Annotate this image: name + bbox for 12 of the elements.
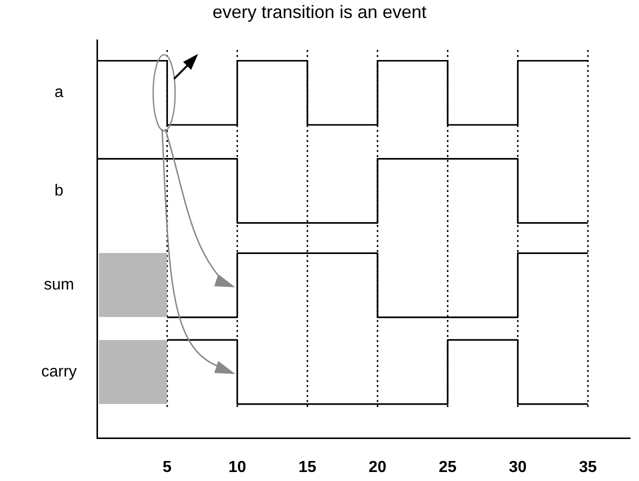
- x-tick-label: 20: [368, 459, 387, 476]
- x-tick-label: 35: [579, 459, 597, 476]
- x-tick-label: 25: [438, 459, 457, 476]
- text: a: [54, 84, 64, 102]
- text: every transition is an event: [211, 2, 428, 23]
- x-tick-label: 30: [508, 459, 527, 476]
- text: sum: [44, 276, 74, 294]
- text: carry: [41, 363, 77, 380]
- x-tick-label: 10: [228, 459, 246, 476]
- x-tick-label: 5: [162, 459, 172, 476]
- text: b: [54, 182, 64, 200]
- x-tick-label: 15: [298, 459, 316, 476]
